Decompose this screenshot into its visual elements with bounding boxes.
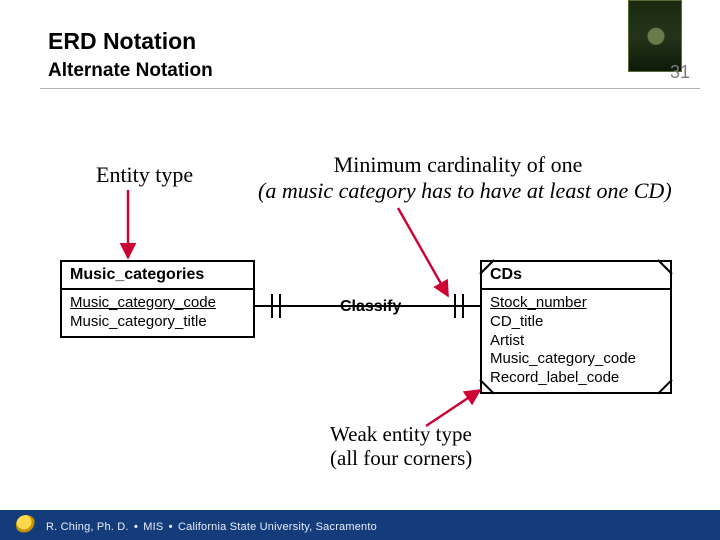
footer-author: R. Ching, Ph. D. (46, 521, 129, 533)
entity-cds: CDs Stock_number CD_title Artist Music_c… (480, 260, 672, 394)
entity-music-categories-name: Music_categories (62, 262, 253, 290)
label-weak-entity-line2: (all four corners) (330, 446, 472, 470)
page-subtitle: Alternate Notation (48, 60, 213, 82)
footer-text: R. Ching, Ph. D. MIS California State Univ… (46, 521, 377, 533)
page-title: ERD Notation (48, 28, 196, 55)
entity-music-categories: Music_categories Music_category_code Mus… (60, 260, 255, 338)
entity-cds-name: CDs (482, 262, 670, 290)
label-min-cardinality: Minimum cardinality of one (a music cate… (258, 152, 698, 204)
attr: Music_category_code (490, 350, 662, 369)
label-weak-entity: Weak entity type (all four corners) (330, 422, 472, 470)
label-min-cardinality-line2: (a music category has to have at least o… (258, 178, 698, 204)
footer-dept: MIS (143, 521, 163, 533)
footer-seal-icon (16, 515, 36, 535)
entity-music-categories-attrs: Music_category_code Music_category_title (62, 290, 253, 336)
title-rule (40, 88, 700, 89)
attr: Stock_number (490, 294, 662, 313)
relationship-label: Classify (340, 298, 401, 316)
label-min-cardinality-line1: Minimum cardinality of one (218, 152, 698, 178)
label-weak-entity-line1: Weak entity type (330, 422, 472, 446)
footer-sep-icon (163, 521, 178, 533)
entity-cds-attrs: Stock_number CD_title Artist Music_categ… (482, 290, 670, 392)
attr: Record_label_code (490, 369, 662, 388)
label-entity-type: Entity type (96, 162, 193, 188)
attr: CD_title (490, 313, 662, 332)
footer-inst: California State University, Sacramento (178, 521, 377, 533)
attr: Artist (490, 332, 662, 351)
footer-sep-icon (129, 521, 144, 533)
page-number: 31 (670, 62, 690, 83)
attr: Music_category_title (70, 313, 245, 332)
attr: Music_category_code (70, 294, 245, 313)
